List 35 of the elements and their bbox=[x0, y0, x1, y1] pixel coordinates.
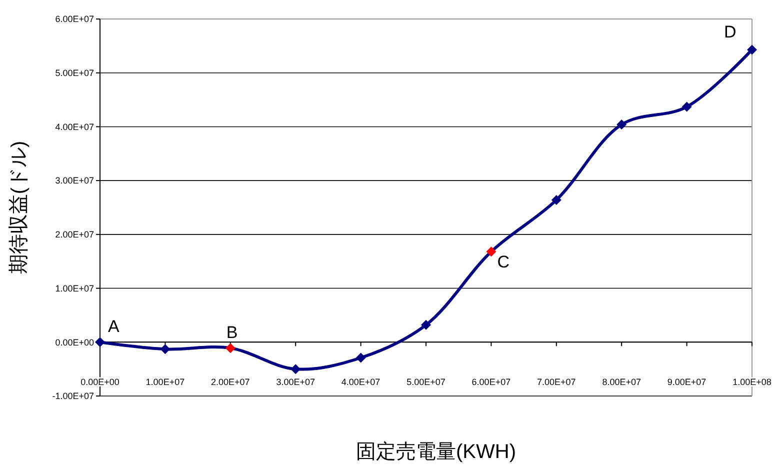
annotation: C bbox=[497, 252, 510, 272]
y-tick-label: 3.00E+07 bbox=[55, 176, 94, 186]
x-tick-label: 2.00E+07 bbox=[211, 377, 250, 388]
point bbox=[421, 320, 431, 330]
point bbox=[95, 337, 105, 348]
point bbox=[486, 246, 496, 257]
y-tick-label: 4.00E+07 bbox=[55, 122, 94, 132]
x-tick-label: 7.00E+07 bbox=[537, 377, 576, 388]
point bbox=[290, 364, 301, 374]
annotation: D bbox=[724, 22, 736, 42]
y-tick-label: 1.00E+07 bbox=[55, 283, 94, 294]
x-axis-title: 固定売電量(KWH) bbox=[356, 441, 516, 463]
x-tick-label: 9.00E+07 bbox=[667, 377, 706, 388]
annotation: B bbox=[226, 323, 238, 342]
point bbox=[616, 120, 627, 130]
x-tick-label: 8.00E+07 bbox=[602, 377, 641, 388]
y-tick-label: -1.00E+07 bbox=[52, 391, 94, 402]
x-tick-label: 1.00E+08 bbox=[732, 377, 772, 388]
annotation: A bbox=[108, 317, 120, 336]
point bbox=[356, 352, 366, 363]
point bbox=[747, 44, 757, 55]
point bbox=[551, 194, 562, 205]
point bbox=[160, 344, 170, 354]
y-axis-title: 期待収益(ドル) bbox=[8, 140, 30, 274]
x-tick-label: 1.00E+07 bbox=[146, 377, 185, 388]
x-tick-label: 5.00E+07 bbox=[406, 377, 446, 388]
y-tick-label: 0.00E+00 bbox=[55, 337, 94, 348]
point bbox=[682, 102, 692, 112]
y-tick-label: 2.00E+07 bbox=[55, 230, 94, 240]
point bbox=[225, 343, 236, 354]
x-tick-label: 3.00E+07 bbox=[276, 377, 315, 388]
y-tick-label: 5.00E+07 bbox=[55, 68, 94, 78]
x-tick-label: 4.00E+07 bbox=[341, 377, 380, 388]
x-tick-label: 6.00E+07 bbox=[472, 377, 511, 388]
y-tick-label: 6.00E+07 bbox=[55, 14, 94, 24]
